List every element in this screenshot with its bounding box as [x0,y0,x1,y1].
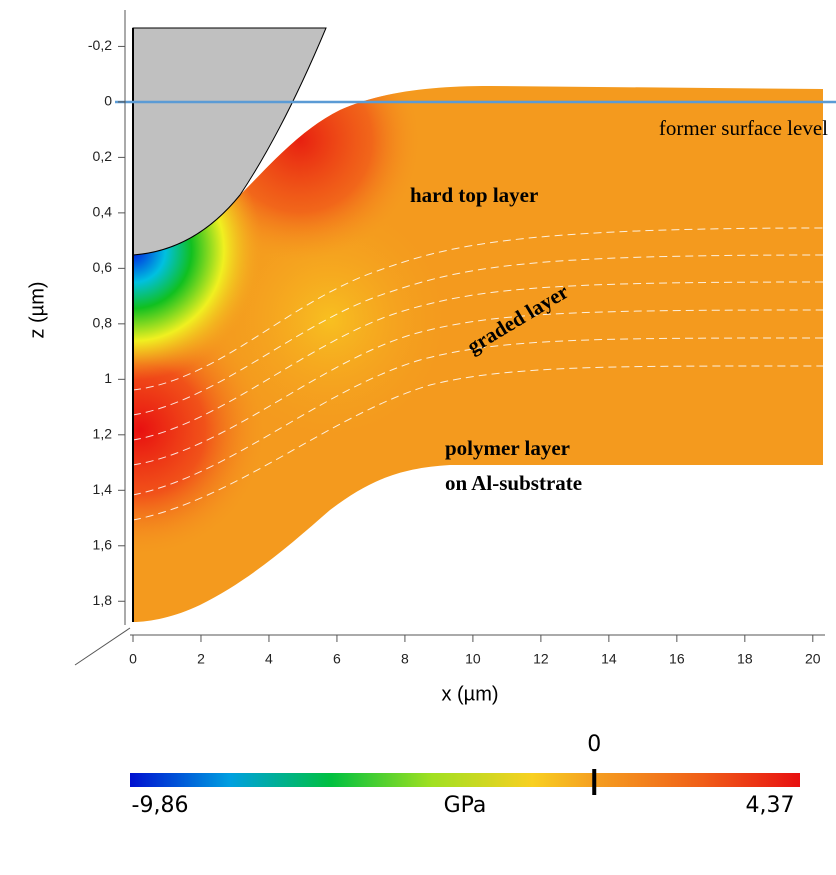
colorbar [130,773,800,787]
x-tick-label: 6 [333,651,341,667]
x-tick-label: 12 [533,651,549,667]
x-tick-label: 14 [601,651,617,667]
x-axis-label: x (µm) [441,683,498,705]
colorbar-min-label: -9,86 [132,793,189,818]
y-tick-label: 1 [104,370,112,386]
annotation: former surface level [659,116,828,140]
x-tick-label: 2 [197,651,205,667]
y-axis-label: z (µm) [26,281,48,338]
y-tick-label: 1,4 [93,481,113,497]
y-tick-label: 0,2 [93,148,113,164]
y-tick-label: 0,8 [93,315,113,331]
y-tick-label: -0,2 [88,37,112,53]
y-tick-label: 0 [104,93,112,109]
x-tick-label: 16 [669,651,685,667]
y-tick-label: 0,4 [93,204,113,220]
x-tick-label: 8 [401,651,409,667]
y-tick-label: 1,6 [93,536,113,552]
colorbar-tick-label: 0 [587,732,601,757]
y-tick-label: 1,2 [93,426,113,442]
annotation: on Al-substrate [445,471,582,495]
x-tick-label: 20 [805,651,821,667]
x-tick-label: 10 [465,651,481,667]
y-tick-label: 0,6 [93,259,113,275]
y-tick-label: 1,8 [93,592,113,608]
axis-corner [74,627,131,666]
x-tick-label: 4 [265,651,273,667]
colorbar-unit: GPa [444,793,487,818]
x-tick-label: 18 [737,651,753,667]
colorbar-max-label: 4,37 [746,793,795,818]
annotation: hard top layer [410,183,538,207]
indenter [132,27,327,256]
x-tick-label: 0 [129,651,137,667]
annotation: polymer layer [445,436,570,460]
